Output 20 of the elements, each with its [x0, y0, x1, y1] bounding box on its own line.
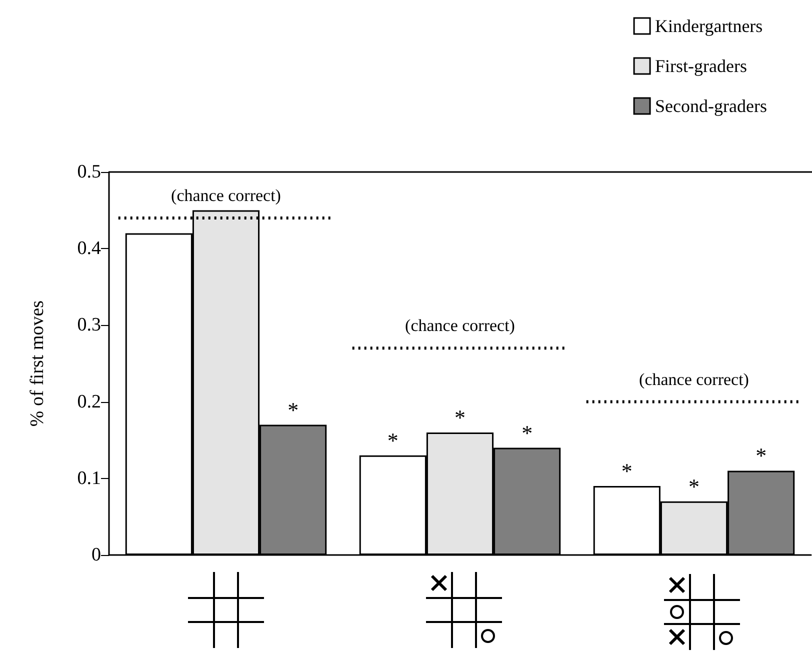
data-label: * [522, 420, 533, 446]
y-tick-label: 0 [92, 544, 101, 566]
data-label: * [756, 443, 767, 468]
y-tick-label: 0.5 [77, 162, 101, 182]
y-axis-title: % of first moves [27, 300, 48, 427]
data-label: * [621, 458, 632, 484]
legend-label: Kindergartners [655, 16, 763, 36]
y-tick-label: 0.3 [77, 314, 101, 336]
data-label: * [288, 397, 299, 422]
data-label: * [688, 474, 700, 499]
data-label: * [387, 428, 398, 453]
ref-line-label: (chance correct) [171, 186, 281, 205]
ref-line-label: (chance correct) [639, 370, 749, 389]
legend-label: Second-graders [655, 96, 768, 116]
legend-label: First-graders [655, 56, 748, 76]
data-label: * [454, 404, 466, 430]
ref-line-label: (chance correct) [405, 316, 515, 336]
y-tick-label: 0.2 [77, 391, 101, 412]
y-tick-label: 0.1 [77, 468, 101, 489]
y-tick-label: 0.4 [77, 238, 102, 260]
